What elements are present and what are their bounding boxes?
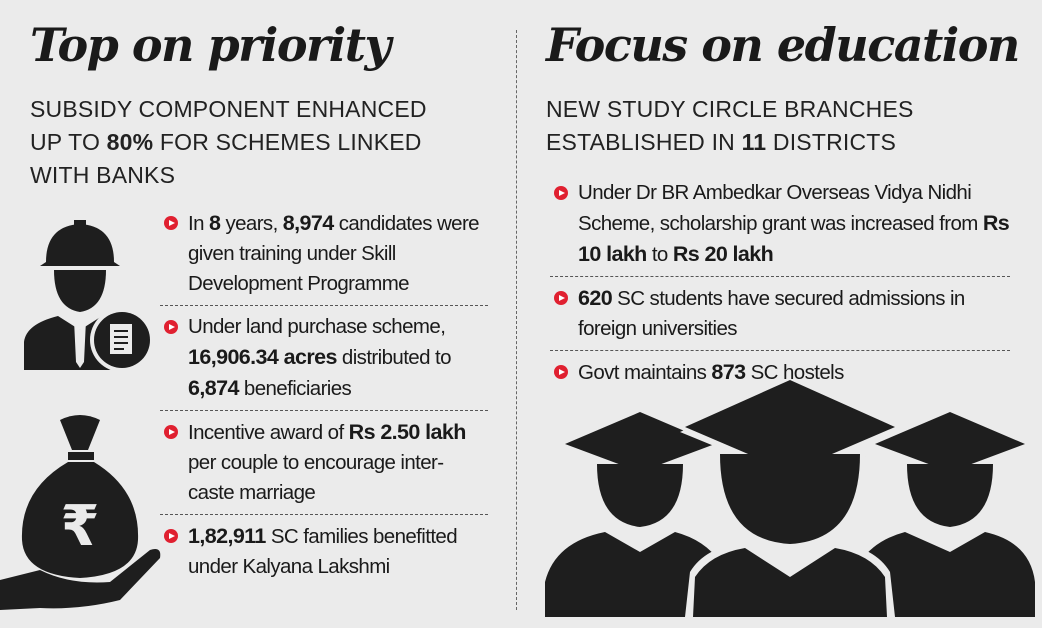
bullet-text: distributed to <box>336 346 452 369</box>
left-title: Top on priority <box>30 18 391 72</box>
bullet-arrow-icon <box>554 365 568 379</box>
bullet-arrow-icon <box>164 216 178 230</box>
bullet-text: Under land purchase scheme, <box>188 315 446 338</box>
svg-text:₹: ₹ <box>61 494 100 559</box>
highlight-text: 8,974 <box>282 211 334 235</box>
subtitle-segment: 11 <box>741 129 767 155</box>
right-bullets: Under Dr BR Ambedkar Overseas Vidya Nidh… <box>550 178 1010 400</box>
subtitle-segment: FOR SCHEMES LINKED WITH BANKS <box>30 129 422 188</box>
bullet-arrow-icon <box>554 291 568 305</box>
bullet-item: Under land purchase scheme, 16,906.34 ac… <box>160 312 488 411</box>
highlight-text: Rs 20 lakh <box>672 242 774 266</box>
left-bullets: In 8 years, 8,974 candidates were given … <box>160 208 488 594</box>
highlight-text: 16,906.34 acres <box>188 345 337 369</box>
subtitle-segment: NEW STUDY CIRCLE BRANCHES ESTABLISHED IN <box>546 96 914 155</box>
highlight-text: 873 <box>711 360 746 384</box>
rupee-money-bag-in-hand-icon: ₹ <box>0 415 161 610</box>
bullet-text: years, <box>220 212 283 235</box>
bullet-item: 1,82,911 SC families benefitted under Ka… <box>160 521 488 588</box>
bullet-text: In <box>188 212 209 235</box>
bullet-arrow-icon <box>164 425 178 439</box>
bullet-item: Under Dr BR Ambedkar Overseas Vidya Nidh… <box>550 178 1010 277</box>
highlight-text: 6,874 <box>188 376 239 400</box>
bullet-text: candidates were given training under Ski… <box>188 212 480 295</box>
highlight-text: Rs 10 lakh <box>578 211 1010 266</box>
right-title: Focus on education <box>546 18 1020 72</box>
bullet-arrow-icon <box>164 320 178 334</box>
bullet-item: 620 SC students have secured admissions … <box>550 283 1010 351</box>
bullet-text: to <box>646 243 673 266</box>
subtitle-segment: 80% <box>106 129 154 155</box>
subtitle-segment: SUBSIDY COMPONENT ENHANCED UP TO <box>30 96 427 155</box>
highlight-text: 1,82,911 <box>188 524 266 548</box>
right-subtitle: NEW STUDY CIRCLE BRANCHES ESTABLISHED IN… <box>546 93 966 159</box>
bullet-text: SC hostels <box>745 361 845 384</box>
bullet-text: SC families benefitted under Kalyana Lak… <box>188 525 458 578</box>
left-subtitle: SUBSIDY COMPONENT ENHANCED UP TO 80% FOR… <box>30 93 450 192</box>
bullet-text: per couple to encourage inter-caste marr… <box>188 451 444 504</box>
bullet-arrow-icon <box>164 529 178 543</box>
bullet-item: In 8 years, 8,974 candidates were given … <box>160 208 488 306</box>
bullet-text: Incentive award of <box>188 421 349 444</box>
bullet-text: Under Dr BR Ambedkar Overseas Vidya Nidh… <box>578 181 983 235</box>
bullet-text: beneficiaries <box>238 377 352 400</box>
bullet-text: Govt maintains <box>578 361 712 384</box>
bullet-item: Incentive award of Rs 2.50 lakh per coup… <box>160 417 488 515</box>
highlight-text: Rs 2.50 lakh <box>348 420 467 444</box>
column-divider <box>516 30 517 610</box>
graduates-icon <box>545 380 1035 617</box>
highlight-text: 620 <box>578 286 613 310</box>
highlight-text: 8 <box>209 211 221 235</box>
bullet-arrow-icon <box>554 186 568 200</box>
bullet-item: Govt maintains 873 SC hostels <box>550 357 1010 394</box>
subtitle-segment: DISTRICTS <box>766 129 897 155</box>
worker-with-document-icon <box>24 220 154 372</box>
bullet-text: SC students have secured admissions in f… <box>578 287 965 340</box>
